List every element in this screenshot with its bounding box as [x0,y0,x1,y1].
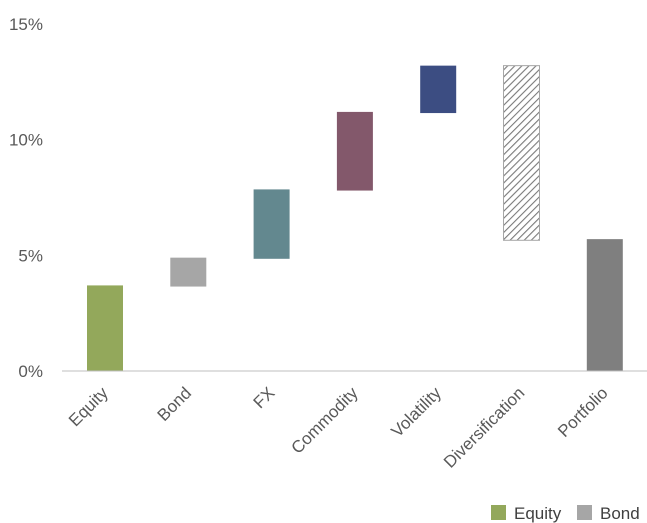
x-tick-label: Commodity [288,383,363,458]
bar-volatility [420,65,457,114]
x-tick-label: Equity [65,383,112,430]
legend: Equity Bond [491,504,640,523]
x-tick-label: Bond [154,383,196,425]
x-tick-label: Volatility [387,383,445,441]
legend-swatch [577,505,592,520]
bar-bond [170,257,207,287]
x-axis: Equity Bond FX Commodity VolatilityDiversifi… [65,383,612,472]
legend-label: Equity [514,504,562,523]
y-tick-label: 0% [18,362,43,381]
y-tick-label: 10% [9,131,43,150]
bar-fx [253,189,290,259]
bars [87,65,623,371]
x-tick-label: Diversification [440,383,528,471]
bar-portfolio [586,239,623,371]
bar-equity [87,285,123,371]
legend-swatch [491,505,506,520]
bar-commodity [336,111,373,191]
y-tick-label: 15% [9,15,43,34]
x-tick-label: Portfolio [554,383,612,441]
y-axis: 0% 5% 10% 15% [9,15,43,381]
y-tick-label: 5% [18,246,43,265]
legend-label: Bond [600,504,640,523]
bar-diversification [503,65,540,241]
x-tick-label: FX [250,383,279,412]
